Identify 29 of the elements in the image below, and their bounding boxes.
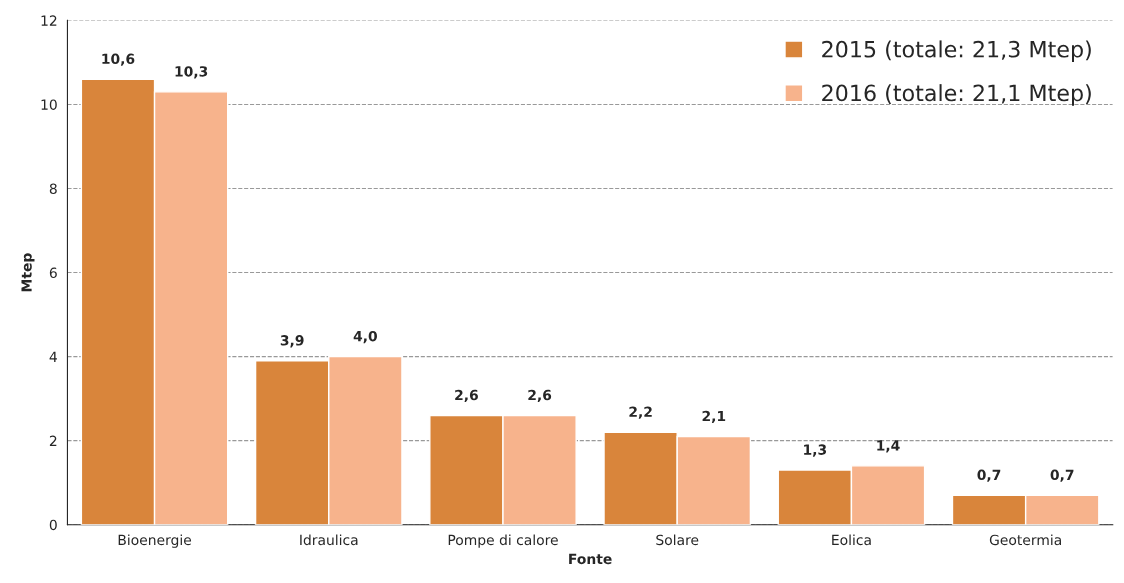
data-label: 2,6 [528,389,552,403]
data-label: 10,6 [102,53,135,66]
x-tick-label: Solare [656,534,699,546]
x-tick-label: Eolica [832,534,871,546]
data-label: 4,0 [353,330,377,344]
data-label: 0,7 [1050,469,1074,482]
y-tick-label: 0 [49,519,57,531]
y-tick-label: 8 [49,183,57,194]
data-label: 1,3 [804,444,827,457]
x-tick-label: Geotermia [989,534,1061,546]
x-axis-title: Fonte [569,553,612,565]
data-label: 0,7 [977,469,1001,482]
y-tick-label: 2 [49,435,57,446]
data-label: 1,4 [877,440,900,453]
y-tick-label: 4 [49,351,57,362]
data-label: 10,3 [175,66,208,79]
x-tick-label: Idraulica [300,534,358,546]
x-tick-label: Pompe di calore [448,534,558,548]
x-tick-label: Bioenergie [118,534,192,548]
data-label: 2,1 [702,410,726,424]
data-label: 2,6 [455,389,478,403]
y-tick-label: 6 [49,267,57,279]
legend-label: 2015 (totale: 21,3 Mtep) [822,40,1091,62]
y-axis-title: Mtep [21,253,35,292]
y-tick-label: 10 [41,99,57,110]
data-label: 2,2 [629,406,652,419]
y-tick-label: 12 [41,15,57,26]
legend-label: 2016 (totale: 21,1 Mtep) [822,84,1091,106]
data-label: 3,9 [280,335,304,348]
